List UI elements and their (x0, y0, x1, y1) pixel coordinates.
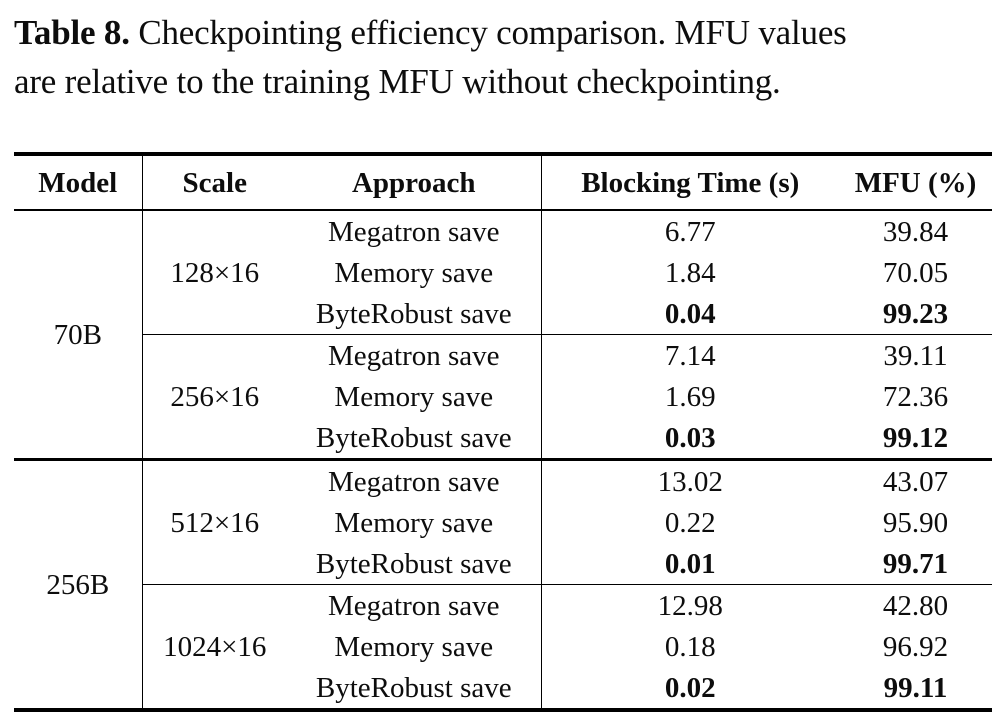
table-row: 70B 128×16 Megatron save 6.77 39.84 (14, 210, 992, 460)
approach-cell: ByteRobust save (287, 543, 542, 585)
blocking-time-cell: 0.04 (664, 298, 716, 330)
header-approach: Approach (287, 154, 542, 211)
table-row: ByteRobust save 0.02 99.11 (14, 667, 992, 710)
blocking-time-cell: 0.02 (664, 672, 716, 704)
table-row: 1024×16 Megatron save 12.98 42.80 (14, 584, 992, 710)
approach-cell: Memory save (287, 376, 542, 417)
header-scale: Scale (142, 154, 287, 211)
approach-cell: Memory save (287, 252, 542, 293)
mfu-cell: 42.80 (839, 584, 992, 626)
approach-cell: Megatron save (287, 210, 542, 252)
approach-cell: ByteRobust save (287, 293, 542, 335)
header-blocking-time: Blocking Time (s) (541, 154, 839, 211)
mfu-cell: 99.71 (882, 548, 949, 580)
table-row: ByteRobust save 0.04 99.23 (14, 293, 992, 335)
blocking-time-cell: 12.98 (541, 584, 839, 626)
blocking-time-cell: 13.02 (541, 458, 839, 502)
table-caption: Table 8. Checkpointing efficiency compar… (14, 8, 988, 106)
header-mfu: MFU (%) (839, 154, 992, 211)
scale-cell: 1024×16 (142, 584, 287, 710)
blocking-time-cell: 0.01 (664, 548, 716, 580)
mfu-cell: 95.90 (882, 507, 949, 539)
mfu-cell: 39.11 (839, 334, 992, 376)
blocking-time-cell: 6.77 (664, 216, 716, 248)
approach-cell: Memory save (287, 626, 542, 667)
blocking-time-cell: 1.69 (664, 381, 716, 413)
table-caption-label: Table 8. (14, 13, 130, 52)
table-caption-line1: Checkpointing efficiency comparison. MFU… (129, 13, 847, 52)
blocking-time-cell: 1.84 (664, 257, 716, 289)
blocking-time-cell: 7.14 (541, 334, 839, 376)
table-row: 256B 512×16 Megatron save 13.02 43.07 (14, 458, 992, 710)
model-cell-256b: 256B (14, 458, 143, 710)
table-row: Memory save 0.18 96.92 (14, 626, 992, 667)
blocking-time-cell: 0.03 (664, 422, 716, 454)
table-row: Memory save 0.22 95.90 (14, 502, 992, 543)
mfu-cell: 99.23 (882, 298, 949, 330)
scale-cell: 256×16 (142, 334, 287, 460)
header-row: Model Scale Approach Blocking Time (s) M… (14, 154, 992, 211)
mfu-cell: 39.84 (882, 216, 949, 248)
mfu-cell: 43.07 (839, 458, 992, 502)
approach-cell: ByteRobust save (287, 667, 542, 710)
table-row: ByteRobust save 0.03 99.12 (14, 417, 992, 460)
mfu-cell: 96.92 (882, 631, 949, 663)
table-row: Memory save 1.69 72.36 (14, 376, 992, 417)
blocking-time-cell: 0.22 (664, 507, 716, 539)
approach-cell: ByteRobust save (287, 417, 542, 460)
mfu-cell: 70.05 (882, 257, 949, 289)
table-caption-line2: are relative to the training MFU without… (14, 62, 781, 101)
approach-cell: Megatron save (287, 584, 542, 626)
mfu-cell: 99.11 (883, 672, 948, 704)
table-row: ByteRobust save 0.01 99.71 (14, 543, 992, 585)
table-row: Memory save 1.84 70.05 (14, 252, 992, 293)
model-cell-70b: 70B (14, 210, 143, 460)
table-row: 256×16 Megatron save 7.14 39.11 (14, 334, 992, 460)
approach-cell: Memory save (287, 502, 542, 543)
blocking-time-cell: 0.18 (664, 631, 716, 663)
approach-cell: Megatron save (287, 458, 542, 502)
mfu-cell: 72.36 (882, 381, 949, 413)
approach-cell: Megatron save (287, 334, 542, 376)
mfu-cell: 99.12 (882, 422, 949, 454)
header-model: Model (14, 154, 143, 211)
scale-cell: 512×16 (142, 458, 287, 585)
scale-cell: 128×16 (170, 257, 260, 289)
checkpointing-efficiency-table: Model Scale Approach Blocking Time (s) M… (14, 152, 992, 712)
